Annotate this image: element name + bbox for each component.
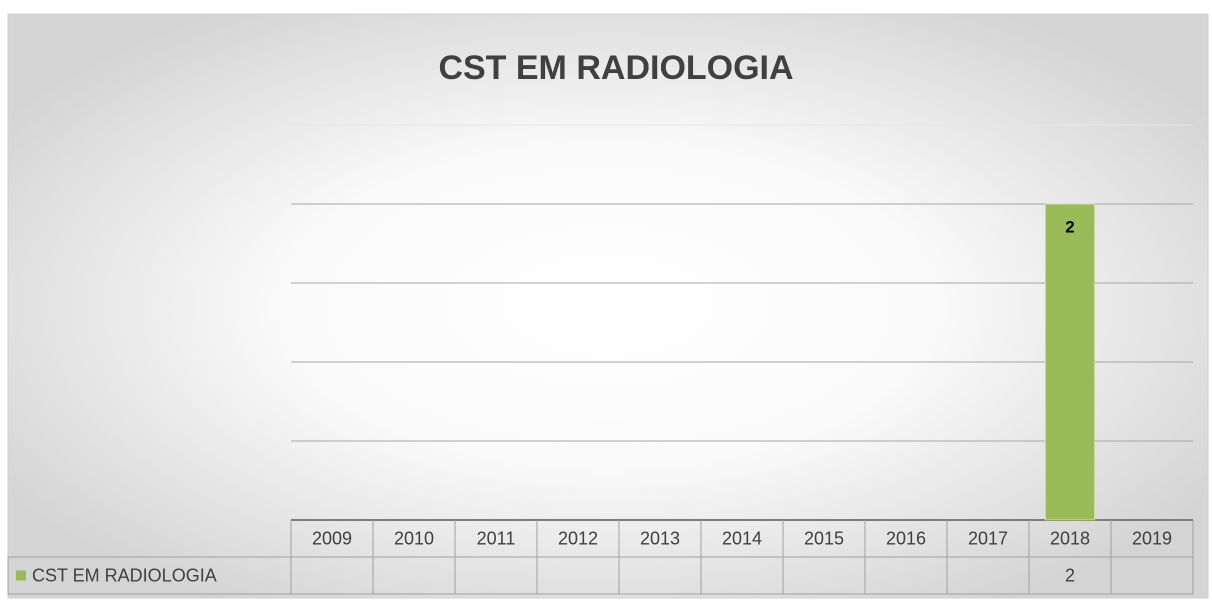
legend-key bbox=[16, 570, 26, 581]
chart-title: CST EM RADIOLOGIA bbox=[438, 49, 793, 87]
x-tick-label: 2015 bbox=[804, 528, 844, 548]
x-tick-label: 2012 bbox=[558, 528, 598, 548]
x-tick-label: 2019 bbox=[1132, 528, 1172, 548]
x-tick-label: 2017 bbox=[968, 528, 1008, 548]
chart-area bbox=[7, 13, 1209, 599]
x-tick-label: 2014 bbox=[722, 528, 762, 548]
legend-label: CST EM RADIOLOGIA bbox=[32, 565, 217, 585]
x-tick-label: 2018 bbox=[1050, 528, 1090, 548]
x-tick-label: 2010 bbox=[394, 528, 434, 548]
data-label: 2 bbox=[1065, 217, 1074, 236]
bar bbox=[1044, 203, 1096, 521]
x-tick-label: 2011 bbox=[477, 528, 516, 548]
table-value: 2 bbox=[1065, 565, 1075, 585]
x-tick-label: 2016 bbox=[886, 528, 926, 548]
x-tick-label: 2009 bbox=[312, 528, 352, 548]
x-tick-label: 2013 bbox=[640, 528, 680, 548]
